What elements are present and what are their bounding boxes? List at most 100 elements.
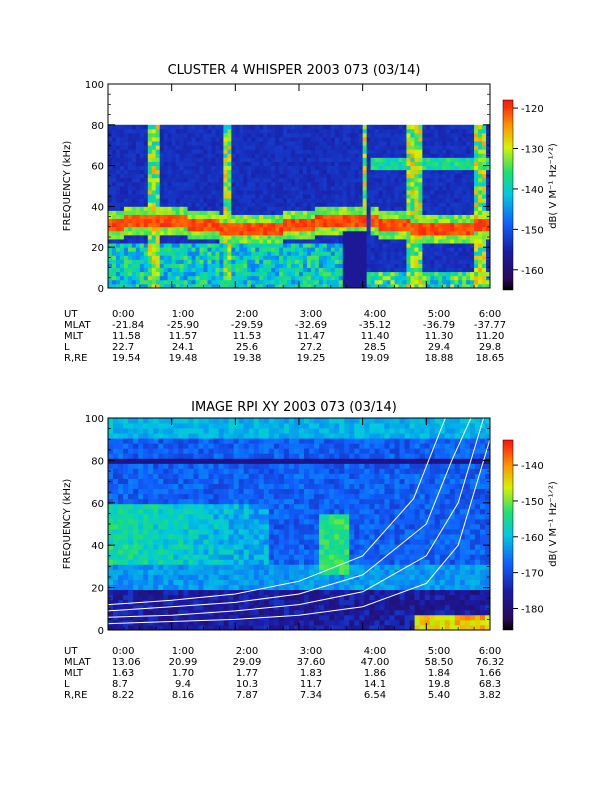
spectrogram-cell [414, 226, 419, 232]
spectrogram-cell [119, 161, 125, 166]
spectrogram-cell [151, 181, 157, 187]
spectrogram-cell [275, 218, 280, 224]
spectrogram-cell [326, 137, 332, 142]
spectrogram-cell [362, 124, 368, 130]
spectrogram-cell [191, 186, 196, 191]
spectrogram-cell [322, 161, 328, 166]
spectrogram-cell [239, 145, 244, 150]
spectrogram-cell [306, 141, 312, 146]
spectrogram-cell [143, 529, 149, 535]
spectrogram-cell [218, 609, 225, 616]
spectrogram-cell [414, 186, 419, 191]
spectrogram-cell [291, 173, 296, 179]
spectrogram-cell [402, 202, 407, 207]
spectrogram-cell [118, 549, 124, 555]
spectrogram-cell [208, 559, 214, 565]
spectrogram-cell [314, 177, 320, 183]
spectrogram-cell [131, 234, 137, 240]
spectrogram-cell [135, 124, 141, 130]
spectrogram-cell [247, 137, 252, 142]
spectrogram-cell [442, 124, 447, 130]
spectrogram-cell [426, 165, 431, 171]
spectrogram-cell [462, 283, 467, 288]
spectrogram-cell [203, 544, 209, 550]
spectrogram-cell [127, 141, 133, 146]
spectrogram-cell [334, 186, 340, 191]
spectrogram-cell [295, 124, 300, 130]
spectrogram-cell [119, 210, 125, 215]
spectrogram-cell [148, 604, 154, 611]
spectrogram-cell [148, 503, 154, 510]
spectrogram-cell [322, 137, 328, 142]
spectrogram-cell [147, 271, 153, 277]
spectrogram-cell [127, 234, 133, 240]
spectrogram-cell [287, 190, 292, 195]
spectrogram-cell [255, 226, 260, 232]
spectrogram-cell [135, 210, 141, 215]
spectrogram-cell [163, 488, 169, 495]
spectrogram-cell [115, 157, 121, 162]
spectrogram-cell [470, 169, 475, 175]
spectrogram-cell [482, 283, 487, 288]
spectrogram-cell [203, 438, 209, 444]
spectrogram-cell [402, 194, 407, 199]
spectrogram-cell [148, 554, 154, 560]
spectrogram-cell [178, 428, 184, 434]
spectrogram-cell [203, 513, 209, 520]
spectrogram-cell [251, 145, 256, 150]
spectrogram-cell [163, 137, 169, 142]
spectrogram-cell [231, 181, 236, 187]
spectrogram-cell [193, 614, 199, 621]
spectrogram-cell [374, 263, 379, 268]
spectrogram-cell [302, 275, 308, 281]
spectrogram-cell [358, 263, 364, 268]
spectrogram-cell [143, 488, 149, 495]
spectrogram-cell [486, 181, 490, 187]
spectrogram-cell [358, 234, 364, 240]
spectrogram-cell [143, 251, 149, 256]
spectrogram-cell [175, 124, 181, 130]
spectrogram-cell [128, 488, 134, 495]
spectrogram-cell [358, 198, 364, 203]
spectrogram-cell [382, 267, 387, 273]
spectrogram-cell [342, 198, 348, 203]
spectrogram-cell [267, 234, 272, 240]
spectrogram-cell [167, 206, 173, 211]
spectrogram-cell [187, 226, 192, 232]
spectrogram-cell [382, 218, 387, 224]
spectrogram-cell [486, 226, 490, 232]
spectrogram-cell [191, 137, 196, 142]
ephemeris-cell: -32.69 [295, 320, 327, 331]
spectrogram-cell [198, 498, 204, 505]
spectrogram-cell [350, 137, 356, 142]
spectrogram-cell [147, 251, 153, 256]
spectrogram-cell [370, 137, 376, 142]
spectrogram-cell [111, 226, 117, 232]
ephemeris-cell: 6:00 [479, 309, 501, 320]
spectrogram-cell [299, 222, 304, 228]
spectrogram-cell [158, 423, 164, 429]
spectrogram-cell [291, 165, 296, 171]
spectrogram-cell [178, 564, 184, 570]
spectrogram-cell [123, 145, 129, 150]
spectrogram-cell [243, 165, 248, 171]
spectrogram-cell [235, 267, 240, 273]
spectrogram-cell [414, 222, 419, 228]
spectrogram-cell [239, 275, 244, 281]
spectrogram-cell [354, 279, 360, 285]
spectrogram-cell [208, 423, 214, 429]
spectrogram-cell [188, 549, 194, 555]
spectrogram-cell [478, 161, 483, 166]
spectrogram-cell [159, 141, 165, 146]
spectrogram-cell [147, 263, 153, 268]
spectrogram-cell [203, 218, 208, 224]
spectrogram-cell [295, 161, 300, 166]
spectrogram-cell [291, 243, 296, 248]
spectrogram-cell [334, 247, 340, 252]
spectrogram-cell [354, 222, 360, 228]
spectrogram-cell [178, 584, 184, 591]
spectrogram-cell [330, 251, 336, 256]
spectrogram-cell [438, 239, 443, 244]
spectrogram-cell [454, 128, 459, 134]
spectrogram-cell [486, 243, 490, 248]
